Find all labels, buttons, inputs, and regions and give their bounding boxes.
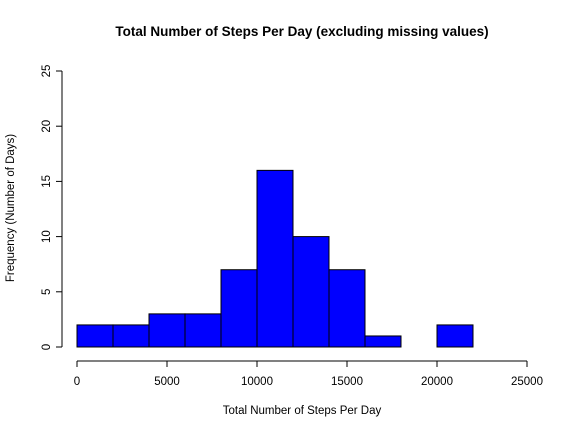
x-axis: 0 5000 10000 15000 20000 25000: [74, 360, 543, 388]
x-tick-label: 25000: [511, 376, 543, 388]
bars-group: [76, 169, 474, 348]
x-tick-label: 5000: [154, 376, 180, 388]
y-tick-label: 10: [41, 230, 53, 243]
y-tick-label: 0: [41, 344, 53, 350]
y-tick-label: 25: [41, 65, 53, 78]
histogram-bar: [76, 324, 114, 348]
histogram-bar: [220, 269, 258, 348]
x-tick-label: 15000: [331, 376, 363, 388]
histogram-bar: [256, 169, 294, 348]
histogram-bar: [112, 324, 150, 348]
x-tick-label: 10000: [241, 376, 273, 388]
y-tick-label: 5: [41, 289, 53, 295]
chart-title: Total Number of Steps Per Day (excluding…: [115, 24, 488, 39]
y-axis: 0 5 10 15 20 25: [41, 65, 63, 350]
histogram-bar: [328, 269, 366, 348]
histogram-bar: [292, 236, 330, 348]
histogram-bar: [184, 313, 222, 348]
histogram-bar: [436, 324, 474, 348]
x-axis-label: Total Number of Steps Per Day: [223, 405, 382, 417]
x-tick-label: 0: [74, 376, 80, 388]
y-tick-label: 15: [41, 175, 53, 188]
x-tick-label: 20000: [421, 376, 453, 388]
y-axis-label: Frequency (Number of Days): [5, 134, 17, 282]
histogram-bar: [148, 313, 186, 348]
y-tick-label: 20: [41, 120, 53, 133]
histogram-bar: [364, 335, 402, 348]
